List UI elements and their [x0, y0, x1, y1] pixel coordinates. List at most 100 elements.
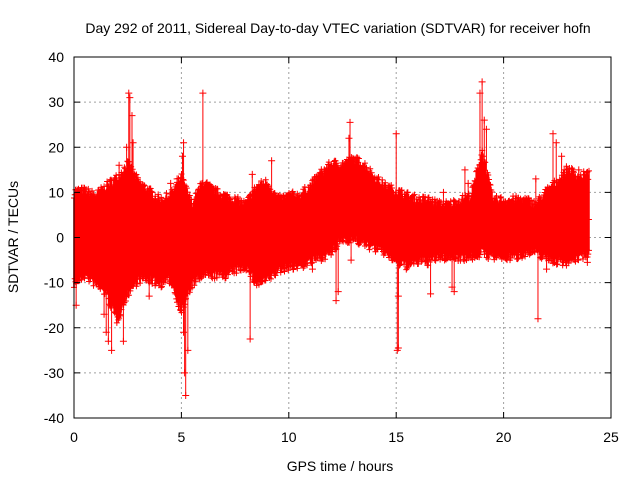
data-point [522, 253, 529, 260]
data-point [137, 280, 144, 287]
x-tick-label: 25 [603, 429, 619, 445]
outlier-point [184, 346, 192, 354]
outlier-point [108, 346, 116, 354]
data-layer [71, 78, 592, 399]
outlier-point [543, 265, 551, 273]
data-point [411, 191, 418, 198]
data-point [575, 257, 582, 264]
data-point [382, 179, 389, 186]
data-point [192, 278, 199, 285]
data-point [389, 184, 396, 191]
data-point [375, 174, 382, 181]
data-point [289, 188, 296, 195]
x-tick-label: 10 [281, 429, 297, 445]
data-point [191, 282, 198, 289]
outlier-point [268, 157, 276, 165]
data-point [379, 176, 386, 183]
y-tick-label: 20 [48, 139, 64, 155]
data-point [163, 190, 170, 197]
data-point [322, 251, 329, 258]
y-tick-label: -30 [44, 365, 64, 381]
outlier-point [126, 94, 134, 102]
data-point [419, 257, 426, 264]
outlier-point [478, 78, 486, 86]
data-point [368, 169, 375, 176]
data-point [183, 185, 190, 192]
outlier-point [308, 265, 316, 273]
data-point [133, 171, 140, 178]
outlier-point [125, 89, 133, 97]
outlier-point [182, 391, 190, 399]
outlier-point [145, 292, 153, 300]
outlier-point [584, 215, 592, 223]
data-point [485, 255, 492, 262]
data-point [149, 189, 156, 196]
data-point [86, 278, 93, 285]
data-point [89, 187, 96, 194]
x-tick-label: 0 [70, 429, 78, 445]
data-point [425, 194, 432, 201]
data-point [258, 177, 265, 184]
data-point [243, 267, 250, 274]
data-point [281, 268, 288, 275]
axis-ticks: 0 5 10 15 20 25 -40 -30 -20 -10 0 10 20 30 40 [44, 49, 619, 445]
x-tick-label: 15 [388, 429, 404, 445]
outlier-point [128, 112, 136, 120]
x-tick-label: 20 [496, 429, 512, 445]
data-point [366, 246, 373, 253]
data-point [554, 261, 561, 268]
outlier-point [334, 288, 342, 296]
outlier-point [482, 125, 490, 133]
data-point [113, 319, 120, 326]
data-point [334, 243, 341, 250]
data-point [216, 271, 223, 278]
data-point [528, 197, 535, 204]
data-point [585, 247, 592, 254]
data-point [487, 181, 494, 188]
data-point [90, 282, 97, 289]
outlier-point [549, 130, 557, 138]
data-point [334, 162, 341, 169]
data-point [465, 190, 472, 197]
data-point [322, 256, 329, 263]
data-point [367, 165, 374, 172]
data-point [388, 182, 395, 189]
outlier-point [461, 166, 469, 174]
outlier-point [532, 175, 540, 183]
outlier-point [173, 175, 181, 183]
data-point [476, 254, 483, 261]
y-tick-label: -40 [44, 410, 64, 426]
outlier-point [104, 337, 112, 345]
outlier-point [392, 130, 400, 138]
outlier-point [178, 152, 186, 160]
data-point [570, 169, 577, 176]
y-tick-label: -10 [44, 275, 64, 291]
data-point [585, 251, 592, 258]
y-tick-label: 40 [48, 49, 64, 65]
data-point [294, 265, 301, 272]
outlier-point [167, 179, 175, 187]
data-point [147, 185, 154, 192]
outlier-point [564, 247, 572, 255]
data-point [155, 191, 162, 198]
data-point [234, 194, 241, 201]
outlier-point [552, 139, 560, 147]
data-point [262, 176, 269, 183]
data-point [277, 269, 284, 276]
data-point [363, 164, 370, 171]
data-point [225, 271, 232, 278]
data-point [81, 275, 88, 282]
outlier-point [332, 297, 340, 305]
outlier-point [181, 369, 189, 377]
outlier-point [346, 118, 354, 126]
outlier-point [248, 170, 256, 178]
data-point [357, 239, 364, 246]
data-point [455, 198, 462, 205]
data-point [361, 160, 368, 167]
data-point [134, 280, 141, 287]
data-point [149, 280, 156, 287]
outlier-point [129, 139, 137, 147]
data-point [489, 189, 496, 196]
data-point [498, 194, 505, 201]
